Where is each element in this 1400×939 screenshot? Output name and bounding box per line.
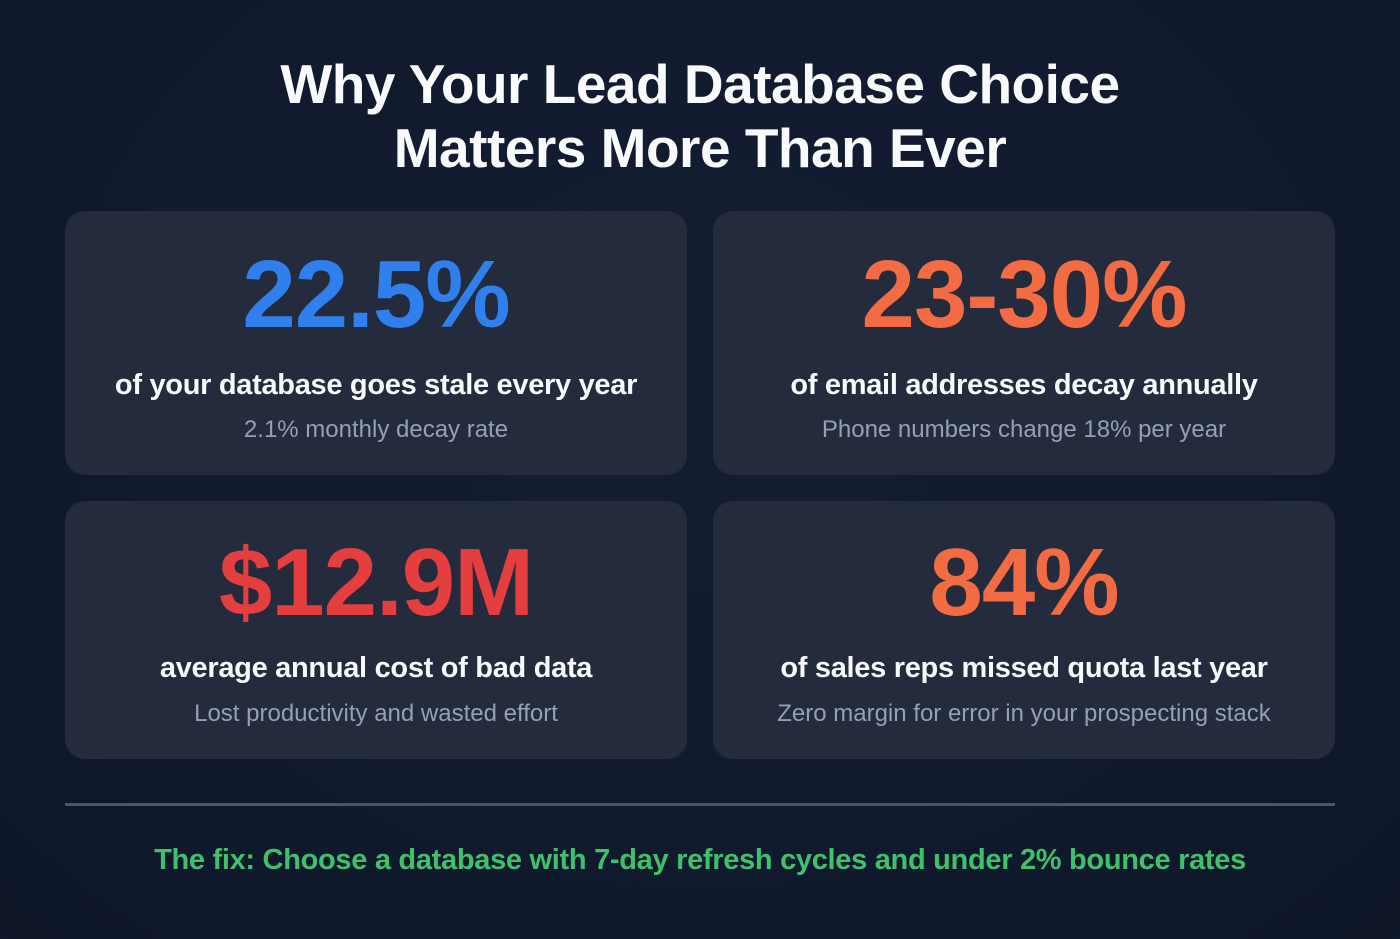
footer-callout: The fix: Choose a database with 7-day re… [154,844,1246,876]
stat-label: of your database goes stale every year [114,369,638,401]
title-line-1: Why Your Lead Database Choice [280,53,1120,115]
stat-card-missed-quota: 84% of sales reps missed quota last year… [713,501,1335,759]
stat-subtext: Phone numbers change 18% per year [821,416,1227,443]
stat-label: average annual cost of bad data [159,652,593,684]
stat-card-email-decay: 23-30% of email addresses decay annually… [713,211,1335,475]
stat-label: of email addresses decay annually [790,369,1258,401]
stat-value: 23-30% [861,241,1188,348]
page-title: Why Your Lead Database Choice Matters Mo… [0,52,1400,180]
divider [65,803,1335,806]
title-line-2: Matters More Than Ever [393,117,1007,179]
stat-value: 22.5% [242,241,510,348]
stat-card-bad-data-cost: $12.9M average annual cost of bad data L… [65,501,687,759]
stat-value: 84% [929,529,1119,636]
stat-subtext: 2.1% monthly decay rate [243,416,509,443]
stat-subtext: Lost productivity and wasted effort [194,700,558,727]
stat-subtext: Zero margin for error in your prospectin… [777,700,1271,727]
stat-card-database-stale: 22.5% of your database goes stale every … [65,211,687,475]
stat-label: of sales reps missed quota last year [780,652,1268,684]
stat-value: $12.9M [218,529,534,636]
